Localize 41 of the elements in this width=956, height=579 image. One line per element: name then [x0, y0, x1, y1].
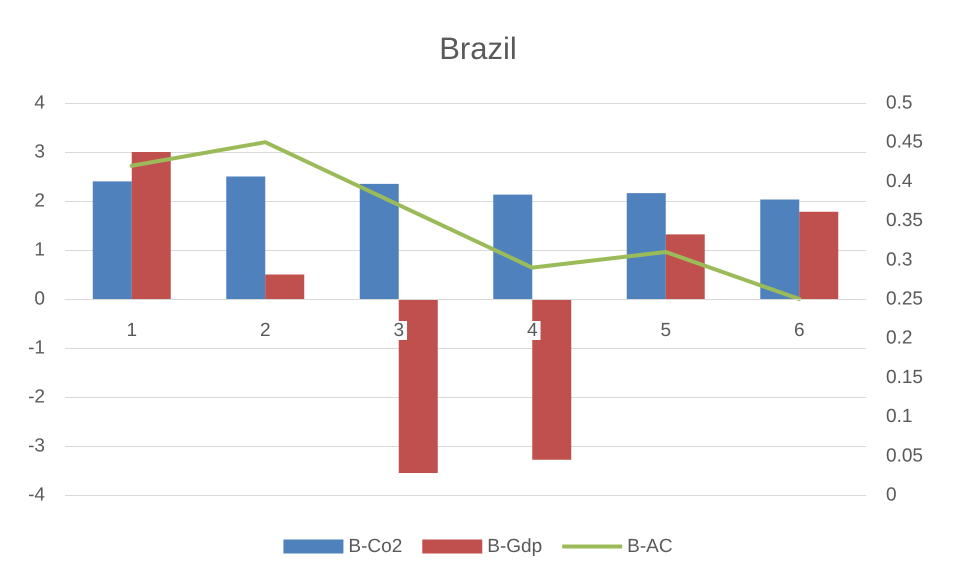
- bar: [265, 274, 304, 299]
- legend-label: B-Co2: [348, 536, 402, 557]
- legend-label: B-AC: [627, 536, 673, 557]
- y-tick-label: -1: [28, 338, 45, 358]
- bar: [360, 184, 399, 299]
- legend-label: B-Gdp: [487, 536, 542, 557]
- y-tick-label: 3: [34, 142, 45, 162]
- y-tick-label: -3: [28, 436, 45, 456]
- bar: [493, 194, 532, 299]
- y2-tick-label: 0.1: [886, 406, 912, 428]
- line-series: [130, 140, 802, 301]
- bar: [760, 200, 800, 299]
- y-tick-label: 0: [34, 288, 45, 310]
- y2-tick-label: 0.5: [886, 92, 912, 114]
- x-tick-label: 1: [126, 320, 138, 341]
- y-tick-label: 2: [34, 190, 45, 212]
- bar: [92, 181, 132, 299]
- y2-tick-label: 0.35: [886, 210, 923, 232]
- y-tick-label: 4: [34, 92, 46, 114]
- y2-tick-label: 0.15: [886, 366, 923, 388]
- y2-tick-label: 0: [886, 484, 897, 506]
- y2-tick-label: 0.2: [886, 328, 912, 349]
- bar: [799, 212, 838, 299]
- y2-tick-label: 0.4: [886, 170, 913, 192]
- bar: [626, 193, 666, 299]
- x-tick-label: 2: [260, 320, 271, 341]
- y-tick-label: -2: [28, 386, 45, 408]
- x-tick-label: 4: [526, 320, 538, 341]
- bar: [132, 152, 171, 299]
- x-tick-label: 3: [393, 320, 404, 341]
- y-tick-label: 1: [34, 240, 45, 260]
- x-tick-label: 5: [660, 320, 672, 341]
- y2-tick-label: 0.05: [886, 445, 923, 466]
- bar: [666, 234, 705, 299]
- bar: [226, 176, 266, 299]
- y2-tick-label: 0.3: [886, 249, 912, 270]
- y-tick-label: -4: [28, 484, 46, 506]
- y2-tick-label: 0.45: [886, 132, 923, 153]
- x-tick-label: 6: [794, 320, 805, 341]
- y2-tick-label: 0.25: [886, 288, 923, 310]
- chart-title: Brazil: [439, 31, 517, 66]
